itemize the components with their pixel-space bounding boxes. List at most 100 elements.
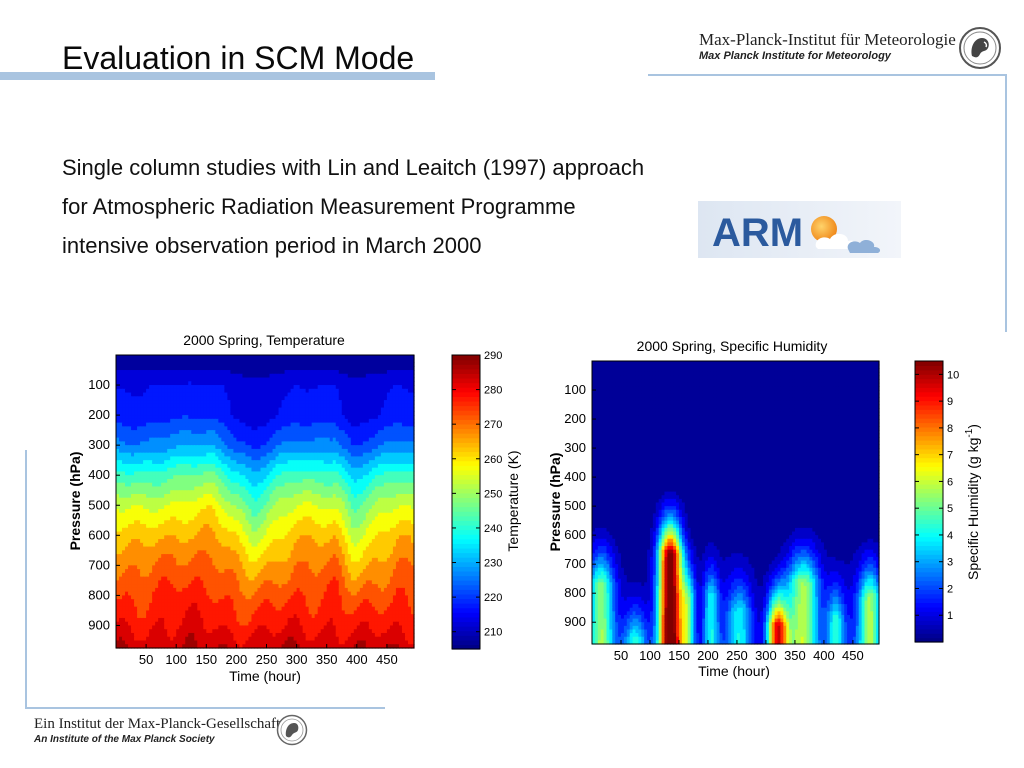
t-heat-cell	[284, 531, 289, 536]
t-heat-cell	[128, 535, 132, 540]
t-heat-cell	[143, 358, 147, 364]
t-heat-cell	[119, 407, 123, 412]
t-heat-cell	[359, 426, 364, 431]
t-heat-cell	[140, 385, 144, 390]
t-heat-cell	[314, 535, 319, 540]
t-heat-cell	[191, 381, 195, 386]
t-heat-cell	[272, 448, 277, 454]
t-heat-cell	[152, 512, 156, 518]
t-heat-cell	[314, 381, 319, 386]
right-rule	[1005, 74, 1007, 332]
t-heat-cell	[134, 388, 138, 394]
t-heat-cell	[167, 463, 171, 469]
t-heat-cell	[266, 490, 271, 495]
t-heat-cell	[362, 396, 367, 401]
t-heat-cell	[368, 396, 373, 401]
t-heat-cell	[224, 486, 228, 491]
t-heat-cell	[203, 381, 207, 386]
t-heat-cell	[380, 422, 385, 427]
t-heat-cell	[206, 467, 210, 473]
t-heat-cell	[314, 392, 319, 397]
t-heat-cell	[350, 531, 355, 536]
t-heat-cell	[389, 448, 394, 454]
t-heat-cell	[314, 471, 319, 476]
t-heat-cell	[119, 377, 123, 382]
t-heat-cell	[212, 362, 216, 367]
t-heat-cell	[341, 373, 346, 379]
t-heat-cell	[203, 418, 207, 424]
t-heat-cell	[353, 527, 358, 533]
t-heat-cell	[224, 373, 228, 379]
t-heat-cell	[350, 516, 355, 521]
t-heat-cell	[374, 358, 379, 364]
t-heat-cell	[323, 516, 328, 521]
t-heat-cell	[242, 490, 247, 495]
t-heat-cell	[122, 475, 126, 480]
t-heat-cell	[386, 403, 391, 409]
t-heat-cell	[200, 490, 204, 495]
t-heat-cell	[338, 433, 343, 439]
t-heat-cell	[356, 355, 361, 360]
t-heat-cell	[299, 373, 304, 379]
t-heat-cell	[386, 509, 391, 514]
t-heat-cell	[272, 407, 277, 412]
t-heat-cell	[275, 392, 280, 397]
t-heat-cell	[239, 475, 244, 480]
t-heat-cell	[161, 445, 165, 450]
t-heat-cell	[293, 422, 298, 427]
t-heat-cell	[227, 516, 231, 521]
t-heat-cell	[248, 482, 253, 488]
t-heat-cell	[119, 430, 123, 435]
t-heat-cell	[407, 467, 412, 473]
t-heat-cell	[224, 535, 228, 540]
t-heat-cell	[203, 452, 207, 458]
t-heat-cell	[371, 373, 376, 379]
t-heat-cell	[281, 539, 286, 544]
t-heat-cell	[257, 355, 262, 360]
t-heat-cell	[131, 426, 135, 431]
t-heat-cell	[386, 358, 391, 364]
t-heat-cell	[221, 475, 225, 480]
t-heat-cell	[200, 407, 204, 412]
t-heat-cell	[173, 433, 177, 439]
t-heat-cell	[350, 493, 355, 499]
t-heat-cell	[146, 520, 150, 525]
t-heat-cell	[242, 430, 247, 435]
t-heat-cell	[263, 520, 268, 525]
t-heat-cell	[353, 403, 358, 409]
t-heat-cell	[239, 467, 244, 473]
t-heat-cell	[164, 516, 168, 521]
t-heat-cell	[143, 471, 147, 476]
t-heat-cell	[278, 445, 283, 450]
t-heat-cell	[158, 524, 162, 529]
t-heat-cell	[377, 475, 382, 480]
t-heat-cell	[251, 505, 256, 510]
t-heat-cell	[287, 448, 292, 454]
t-heat-cell	[209, 520, 213, 525]
t-heat-cell	[182, 456, 186, 461]
t-heat-cell	[179, 478, 183, 484]
t-heat-cell	[368, 441, 373, 446]
t-heat-cell	[251, 355, 256, 360]
t-heat-cell	[290, 497, 295, 503]
t-heat-cell	[149, 505, 153, 510]
t-heat-cell	[281, 392, 286, 397]
t-heat-cell	[158, 426, 162, 431]
t-heat-cell	[341, 505, 346, 510]
t-heat-cell	[317, 467, 322, 473]
t-heat-cell	[398, 433, 403, 439]
t-heat-cell	[245, 366, 250, 371]
t-heat-cell	[332, 355, 337, 360]
t-heat-cell	[278, 456, 283, 461]
t-heat-cell	[326, 512, 331, 518]
t-heat-cell	[326, 456, 331, 461]
t-heat-cell	[170, 381, 174, 386]
t-heat-cell	[407, 524, 412, 529]
t-heat-cell	[173, 497, 177, 503]
t-heat-cell	[341, 441, 346, 446]
t-heat-cell	[377, 493, 382, 499]
t-heat-cell	[164, 460, 168, 465]
t-heat-cell	[119, 400, 123, 405]
t-heat-cell	[404, 520, 409, 525]
t-heat-cell	[371, 527, 376, 533]
